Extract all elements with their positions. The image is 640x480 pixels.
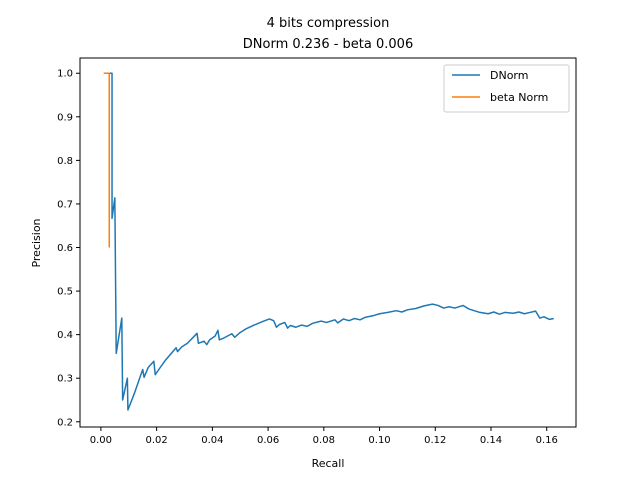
y-tick-label: 0.2: [57, 417, 73, 428]
y-tick-label: 0.5: [57, 287, 73, 298]
legend: DNorm beta Norm: [443, 64, 570, 113]
plot-frame: [79, 57, 577, 428]
x-tick-label: 0.02: [145, 435, 167, 446]
chart-title-line-2: DNorm 0.236 - beta 0.006: [243, 37, 413, 52]
x-tick-label: 0.06: [257, 435, 279, 446]
x-tick-label: 0.12: [424, 435, 446, 446]
y-tick-label: 0.7: [57, 199, 73, 210]
series-layer: [103, 72, 554, 411]
series-line-dnorm: [109, 72, 554, 411]
x-tick-label: 0.04: [201, 435, 223, 446]
x-axis-ticks: 0.00 0.02 0.04 0.06 0.08 0.10 0.12 0.14 0.16: [90, 427, 558, 446]
legend-label-beta-norm: beta Norm: [490, 91, 548, 104]
chart-title-line-1: 4 bits compression: [267, 16, 390, 31]
legend-label-dnorm: DNorm: [490, 69, 528, 82]
x-tick-label: 0.14: [480, 435, 502, 446]
y-tick-label: 1.0: [57, 69, 73, 80]
y-tick-label: 0.3: [57, 374, 73, 385]
y-tick-label: 0.8: [57, 156, 73, 167]
series-line-beta-norm: [103, 72, 111, 248]
y-tick-label: 0.4: [57, 330, 73, 341]
x-tick-label: 0.00: [90, 435, 112, 446]
x-axis-label: Recall: [312, 457, 345, 470]
y-tick-label: 0.9: [57, 112, 73, 123]
x-tick-label: 0.10: [368, 435, 390, 446]
legend-frame: [443, 64, 570, 113]
y-tick-label: 0.6: [57, 243, 73, 254]
y-axis-ticks: 0.2 0.3 0.4 0.5 0.6 0.7 0.8 0.9 1.0: [57, 69, 80, 428]
x-tick-label: 0.08: [313, 435, 335, 446]
y-axis-label: Precision: [30, 218, 43, 267]
x-tick-label: 0.16: [536, 435, 558, 446]
